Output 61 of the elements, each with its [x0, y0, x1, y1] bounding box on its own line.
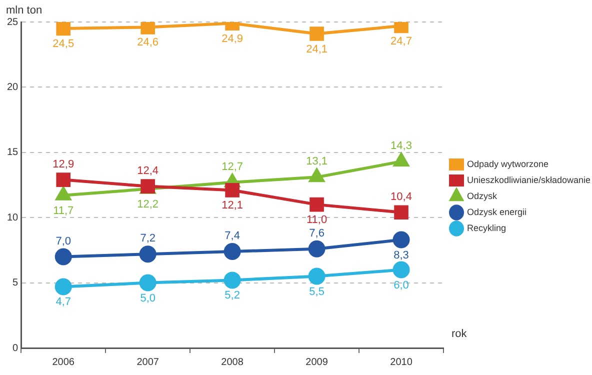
x-tick-label: 2009	[306, 356, 328, 368]
point	[392, 261, 410, 278]
x-tick-label: 2008	[221, 356, 244, 368]
data-label: 14,3	[390, 140, 412, 152]
y-tick-label: 15	[7, 147, 19, 158]
point	[310, 26, 324, 41]
point	[56, 172, 71, 187]
data-label: 24,1	[306, 43, 328, 56]
point	[224, 272, 241, 289]
data-label: 6,0	[394, 279, 409, 292]
x-tick-label: 2007	[136, 356, 160, 368]
y-tick-label: 10	[7, 212, 19, 224]
data-label: 24,9	[222, 32, 244, 45]
x-tick-label: 2010	[390, 356, 413, 368]
point	[310, 197, 324, 212]
y-tick-label: 25	[7, 16, 19, 28]
point	[224, 243, 241, 260]
data-label: 5,5	[309, 286, 324, 298]
data-label: 7,2	[140, 232, 156, 245]
x-tick-label: 2006	[52, 356, 75, 368]
data-label: 8,3	[394, 249, 409, 262]
data-label: 7,0	[56, 235, 72, 248]
legend-label: Odzysk	[467, 190, 498, 201]
data-label: 4,7	[56, 296, 72, 308]
point	[308, 268, 326, 285]
data-label: 12,7	[222, 160, 244, 173]
point	[394, 205, 408, 220]
data-label: 24,7	[390, 35, 412, 48]
point	[225, 183, 240, 198]
data-label: 10,4	[390, 190, 412, 203]
point	[392, 231, 410, 248]
data-label: 12,1	[222, 200, 244, 212]
legend-label: Unieszkodliwianie/składowanie	[467, 174, 591, 185]
point	[140, 22, 155, 34]
legend-label: Odpady wytworzone	[467, 158, 549, 169]
data-label: 7,6	[309, 227, 324, 240]
point	[139, 246, 156, 263]
x-axis-title: rok	[452, 328, 468, 340]
data-label: 12,4	[137, 164, 159, 177]
y-tick-label: 20	[7, 82, 19, 93]
data-label: 12,9	[52, 158, 74, 170]
y-tick-label: 5	[12, 278, 19, 289]
legend-label: Recykling	[467, 222, 506, 233]
y-axis-title: mln ton	[6, 4, 42, 17]
point	[308, 240, 326, 258]
data-label: 11,7	[53, 204, 74, 217]
data-label: 7,4	[224, 230, 240, 242]
legend-label: Odzysk energii	[467, 206, 527, 217]
y-tick-label: 0	[12, 342, 19, 354]
data-label: 5,2	[224, 290, 240, 302]
point	[54, 248, 72, 266]
point	[394, 22, 408, 34]
point	[139, 274, 156, 292]
data-label: 5,0	[140, 292, 156, 304]
point	[56, 22, 71, 36]
data-label: 24,5	[52, 38, 74, 50]
point	[54, 278, 72, 296]
data-label: 13,1	[306, 156, 328, 168]
data-label: 12,2	[137, 198, 159, 210]
data-label: 11,0	[306, 214, 328, 226]
data-label: 24,6	[137, 36, 159, 49]
